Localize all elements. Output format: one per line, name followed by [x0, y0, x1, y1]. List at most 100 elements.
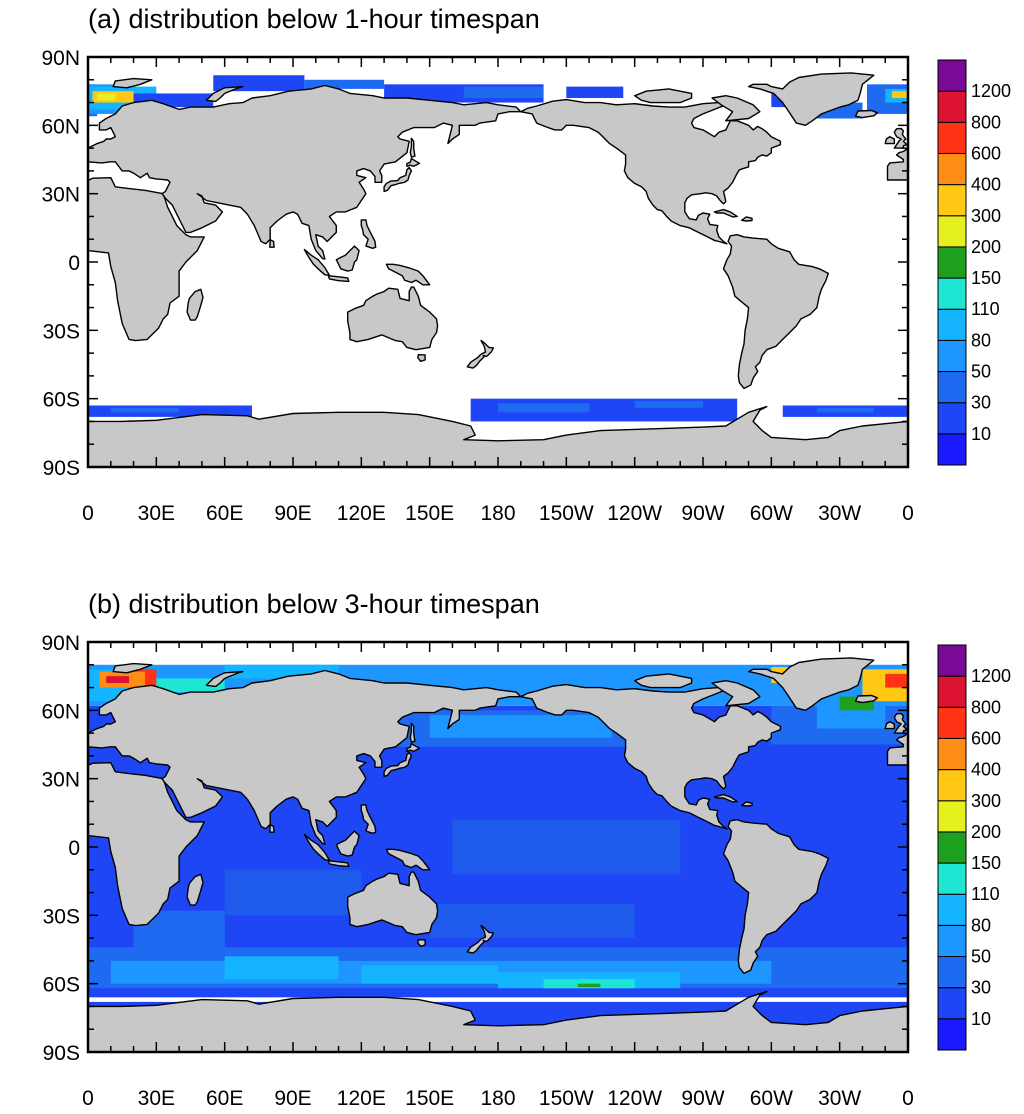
panel-a-title: (a) distribution below 1-hour timespan: [88, 4, 540, 34]
tasmania-land: [417, 354, 426, 362]
lon-tick-label: 180: [480, 1087, 515, 1110]
data-field-patch: [885, 673, 908, 688]
colorbar-swatch: [937, 893, 967, 926]
lat-tick-label: 30N: [41, 184, 80, 207]
colorbar-swatch: [937, 737, 967, 771]
colorbar-label: 150: [971, 853, 1001, 873]
colorbar-label: 800: [971, 112, 1001, 132]
data-field-patch: [304, 79, 385, 89]
lon-tick-label: 30W: [818, 502, 861, 525]
colorbar-label: 10: [971, 1009, 991, 1029]
colorbar-swatch: [937, 675, 967, 708]
lon-tick-label: 60W: [750, 1087, 793, 1110]
srilanka-land: [269, 824, 275, 833]
newzealand-land: [466, 339, 495, 369]
colorbar-swatch: [937, 152, 967, 186]
colorbar-label: 150: [971, 268, 1001, 288]
srilanka-land: [269, 239, 275, 248]
colorbar-label: 30: [971, 978, 991, 998]
baffin-land: [711, 680, 761, 707]
ireland-land: [884, 136, 895, 145]
panel-a: (a) distribution below 1-hour timespan 9…: [41, 4, 1011, 525]
arctic-islands-land: [634, 673, 693, 689]
data-field-patch: [892, 91, 908, 98]
lon-tick-label: 0: [902, 1087, 914, 1110]
lat-tick-label: 90N: [41, 632, 80, 655]
philippines-land: [360, 219, 377, 249]
colorbar-label: 110: [971, 299, 1000, 319]
data-field-patch: [577, 983, 601, 988]
colorbar-label: 1200: [971, 81, 1011, 101]
colorbar-label: 30: [971, 393, 991, 413]
lon-tick-label: 120W: [607, 1087, 662, 1110]
lat-tick-label: 90N: [41, 47, 80, 70]
svalbard-land: [112, 662, 153, 674]
sa-land: [722, 234, 829, 390]
newguinea-land: [385, 848, 431, 871]
colorbar-swatch: [937, 862, 967, 895]
hokkaido-land: [406, 157, 421, 167]
africa-land: [88, 177, 205, 342]
colorbar-swatch: [937, 215, 967, 248]
colorbar-swatch: [937, 339, 967, 373]
na-land: [520, 683, 782, 830]
greenland-land: [747, 657, 875, 711]
newzealand-land: [466, 924, 495, 954]
lon-tick-label: 90W: [681, 1087, 724, 1110]
data-field-patch: [106, 676, 129, 683]
borneo-land: [335, 830, 360, 857]
colorbar-label: 200: [971, 822, 1001, 842]
colorbar-swatch: [937, 308, 967, 341]
colorbar-swatch: [937, 184, 967, 217]
eurasia-land: [88, 669, 522, 845]
lon-tick-label: 30E: [138, 502, 175, 525]
data-field-patch: [566, 86, 624, 98]
colorbar-label: 800: [971, 697, 1001, 717]
iberia-west-land: [886, 732, 908, 766]
colorbar-swatch: [937, 706, 967, 739]
lon-tick-label: 120W: [607, 502, 662, 525]
colorbar-swatch: [937, 433, 967, 466]
lat-tick-label: 90S: [43, 457, 80, 480]
baffin-land: [711, 95, 761, 122]
novaya-land: [205, 85, 244, 103]
australia-land: [347, 871, 439, 936]
newguinea-land: [385, 263, 431, 286]
lat-tick-label: 30S: [43, 905, 80, 928]
sakhalin-land: [409, 722, 416, 743]
australia-land: [347, 286, 439, 351]
colorbar-label: 50: [971, 362, 991, 382]
antarctica-land: [88, 405, 908, 467]
lon-tick-label: 60E: [206, 1087, 243, 1110]
iceland-land: [854, 109, 878, 119]
lat-tick-label: 60N: [41, 700, 80, 723]
lon-tick-label: 90W: [681, 502, 724, 525]
java-land: [327, 860, 350, 868]
data-field-patch: [543, 979, 635, 989]
lon-tick-label: 150E: [405, 1087, 454, 1110]
colorbar-label: 600: [971, 728, 1001, 748]
lat-tick-label: 30N: [41, 769, 80, 792]
hokkaido-land: [406, 742, 421, 752]
colorbar-label: 400: [971, 175, 1001, 195]
lon-tick-label: 120E: [337, 1087, 386, 1110]
sumatra-land: [303, 833, 331, 861]
colorbar-swatch: [937, 1018, 967, 1051]
cuba-land: [713, 208, 738, 218]
data-field-patch: [429, 903, 635, 939]
data-field-patch: [816, 705, 886, 729]
data-field-patch: [224, 869, 362, 916]
colorbar-label: 300: [971, 206, 1001, 226]
colorbar-swatch: [937, 831, 967, 864]
colorbar-swatch: [937, 769, 967, 802]
data-field-patch: [384, 669, 544, 688]
data-field-patch: [156, 678, 225, 693]
colorbar-swatch: [937, 90, 967, 123]
lon-tick-label: 60W: [750, 502, 793, 525]
colorbar-label: 110: [971, 884, 1000, 904]
sumatra-land: [303, 248, 331, 276]
colorbar-label: 50: [971, 947, 991, 967]
africa-land: [88, 762, 205, 927]
